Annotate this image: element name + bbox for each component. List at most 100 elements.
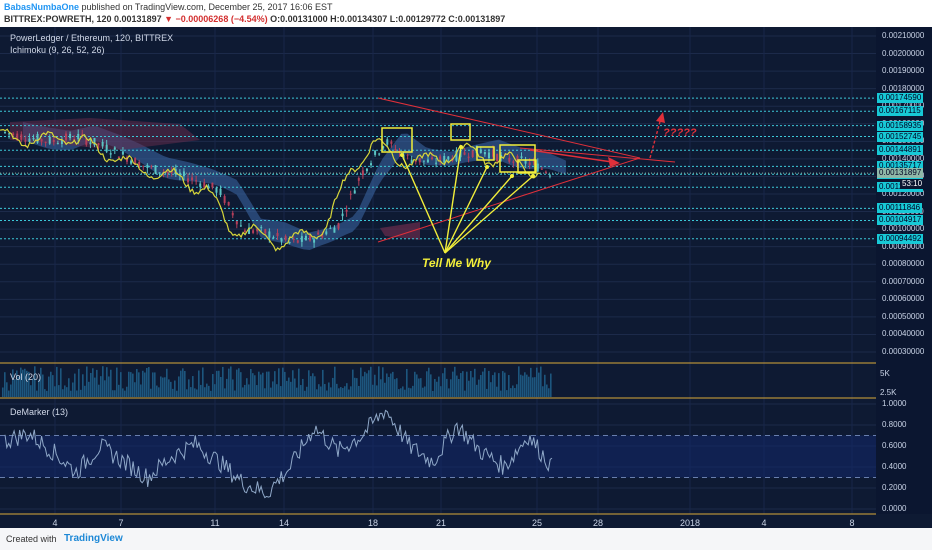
chart-canvas[interactable] xyxy=(0,27,932,528)
demarker-label: DeMarker (13) xyxy=(10,407,69,417)
volume-bar xyxy=(394,379,396,397)
volume-bar xyxy=(186,389,188,397)
candle-body xyxy=(191,177,194,181)
candle-body xyxy=(243,230,246,233)
level-badge: 0.00104917 xyxy=(877,215,924,226)
candle-body xyxy=(333,227,336,233)
volume-bar xyxy=(24,368,26,397)
level-badge: 0.00152745 xyxy=(877,131,924,142)
candle-body xyxy=(223,196,226,203)
volume-bar xyxy=(472,377,474,397)
volume-bar xyxy=(276,384,278,397)
volume-bar xyxy=(510,388,512,397)
candle-body xyxy=(150,166,153,168)
volume-bar xyxy=(526,374,528,397)
volume-bar xyxy=(12,369,14,397)
tradingview-logo[interactable]: TradingView xyxy=(64,533,123,544)
candle-body xyxy=(288,242,291,244)
candle-body xyxy=(178,173,181,176)
volume-bar xyxy=(502,371,504,397)
volume-bar xyxy=(434,379,436,397)
candle-body xyxy=(544,171,547,173)
ichimoku-label: Ichimoku (9, 26, 52, 26) xyxy=(10,45,105,55)
arrow-tip xyxy=(400,153,404,157)
volume-bar xyxy=(14,379,16,397)
volume-bar xyxy=(270,387,272,397)
candle-body xyxy=(65,133,68,141)
volume-bar xyxy=(482,371,484,397)
volume-bar xyxy=(222,366,224,397)
volume-bar xyxy=(8,390,10,397)
volume-bar xyxy=(302,378,304,397)
volume-bar xyxy=(418,378,420,397)
volume-bar xyxy=(404,389,406,397)
volume-bar xyxy=(320,386,322,397)
volume-bar xyxy=(152,372,154,397)
volume-bar xyxy=(46,390,48,397)
candle-body xyxy=(431,157,434,160)
volume-bar xyxy=(86,366,88,397)
volume-bar xyxy=(234,390,236,397)
candle-body xyxy=(357,178,360,181)
candle-body xyxy=(353,190,356,194)
volume-bar xyxy=(458,379,460,397)
price-tick: 0.00180000 xyxy=(882,83,925,93)
volume-bar xyxy=(324,384,326,397)
publish-line: BabasNumbaOne published on TradingView.c… xyxy=(4,2,333,12)
level-badge: 0.00167115 xyxy=(877,106,923,117)
volume-bar xyxy=(42,374,44,397)
volume-bar xyxy=(340,387,342,397)
volume-bar xyxy=(536,367,538,397)
x-tick: 25 xyxy=(531,518,543,528)
created-with-text: Created with xyxy=(6,534,57,544)
symbol-label: BITTREX:POWRETH, 120 xyxy=(4,14,112,24)
volume-bar xyxy=(58,385,60,397)
candle-body xyxy=(199,183,202,187)
author-name[interactable]: BabasNumbaOne xyxy=(4,2,80,12)
volume-bar xyxy=(10,384,12,397)
volume-bar xyxy=(208,385,210,397)
volume-bar xyxy=(486,388,488,397)
volume-bar xyxy=(76,390,78,397)
volume-bar xyxy=(84,385,86,397)
volume-bar xyxy=(484,368,486,397)
volume-bar xyxy=(266,371,268,397)
volume-bar xyxy=(144,372,146,397)
candle-body xyxy=(89,142,92,145)
candle-body xyxy=(439,156,442,162)
candle-body xyxy=(365,168,368,172)
volume-bar xyxy=(240,372,242,397)
candle-body xyxy=(520,156,523,158)
volume-bar xyxy=(244,384,246,397)
candle-body xyxy=(317,232,320,235)
volume-bar xyxy=(224,388,226,397)
volume-bar xyxy=(408,387,410,397)
level-badge: 0.00094492 xyxy=(877,233,924,244)
volume-bar xyxy=(212,374,214,397)
volume-bar xyxy=(378,366,380,397)
volume-bar xyxy=(306,386,308,397)
candle-body xyxy=(508,157,511,162)
candle-body xyxy=(325,231,328,235)
candle-body xyxy=(182,171,185,177)
candle-body xyxy=(280,238,283,242)
volume-bar xyxy=(444,367,446,397)
volume-bar xyxy=(442,373,444,397)
volume-bar xyxy=(32,378,34,397)
volume-bar xyxy=(188,379,190,397)
volume-bar xyxy=(370,366,372,397)
candle-body xyxy=(382,146,385,149)
volume-bar xyxy=(72,382,74,397)
candle-body xyxy=(471,150,474,158)
volume-bar xyxy=(44,389,46,397)
volume-bar xyxy=(36,390,38,397)
volume-bar xyxy=(492,375,494,397)
volume-bar xyxy=(314,376,316,397)
volume-bar xyxy=(190,387,192,397)
volume-bar xyxy=(82,374,84,397)
candle-body xyxy=(268,231,271,238)
volume-bar xyxy=(316,389,318,397)
candle-body xyxy=(349,193,352,195)
volume-bar xyxy=(40,367,42,397)
volume-bar xyxy=(534,377,536,397)
